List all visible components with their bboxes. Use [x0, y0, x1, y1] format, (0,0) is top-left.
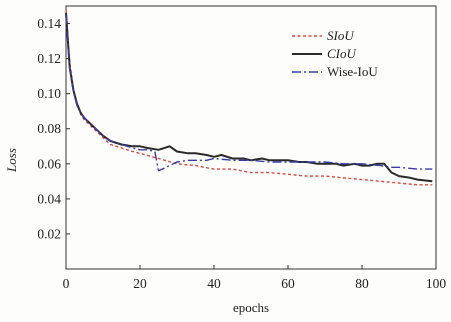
legend-label-siou: SIoU — [327, 28, 355, 43]
x-tick-label: 40 — [207, 276, 221, 291]
y-tick-label: 0.08 — [37, 121, 61, 136]
legend-label-ciou: CIoU — [327, 46, 358, 61]
legend-label-wise-iou: Wise-IoU — [327, 64, 378, 79]
y-tick-label: 0.14 — [37, 16, 61, 31]
y-tick-label: 0.02 — [37, 226, 61, 241]
series-line-siou — [65, 9, 433, 186]
x-axis-label: epochs — [233, 300, 269, 315]
x-tick-label: 0 — [63, 276, 70, 291]
x-tick-label: 60 — [281, 276, 295, 291]
series-line-ciou — [65, 12, 433, 183]
series-line-wise-iou — [65, 14, 433, 172]
x-tick-label: 100 — [426, 276, 447, 291]
series-lines — [65, 9, 433, 186]
y-tick-label: 0.04 — [37, 191, 61, 206]
legend: SIoU CIoU Wise-IoU — [292, 28, 378, 79]
y-axis-label: Loss — [4, 148, 19, 173]
x-axis-ticks: 0 20 40 60 80 100 — [63, 265, 447, 291]
y-tick-label: 0.06 — [37, 156, 61, 171]
y-tick-label: 0.12 — [37, 51, 61, 66]
x-tick-label: 80 — [355, 276, 369, 291]
y-axis-ticks: 0.02 0.04 0.06 0.08 0.10 0.12 0.14 — [37, 16, 70, 241]
plot-frame — [65, 5, 437, 270]
y-tick-label: 0.10 — [37, 86, 61, 101]
x-tick-label: 20 — [133, 276, 147, 291]
